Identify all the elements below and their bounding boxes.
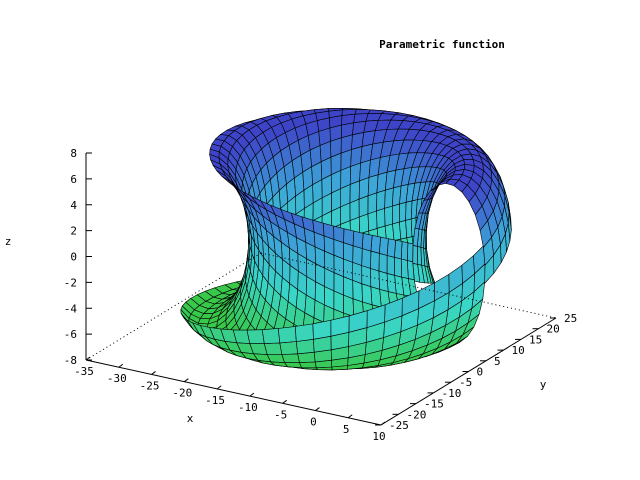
- x-tick-label: -25: [140, 379, 160, 392]
- surface-patch: [384, 205, 393, 227]
- surface-patch: [416, 246, 422, 266]
- y-tick-label: 10: [512, 344, 525, 357]
- x-tick-mark: [282, 399, 287, 404]
- y-axis-label: y: [540, 378, 547, 391]
- z-tick-label: 2: [70, 225, 77, 238]
- surface-patch: [394, 257, 403, 278]
- surface-patch: [358, 213, 370, 235]
- surface-patch: [376, 189, 386, 212]
- z-tick-label: -8: [64, 354, 77, 367]
- surface-patch: [358, 195, 369, 218]
- x-tick-label: -35: [74, 365, 94, 378]
- surface-patch: [370, 250, 380, 272]
- surface-patch: [361, 248, 372, 269]
- y-tick-label: 20: [547, 323, 560, 336]
- surface-patch: [391, 203, 400, 225]
- surface-patch: [370, 286, 382, 308]
- surface-patch: [361, 265, 372, 288]
- y-tick-label: -25: [389, 419, 409, 432]
- y-tick-label: 5: [494, 355, 501, 368]
- x-tick-mark: [118, 363, 124, 368]
- surface-patch: [295, 338, 315, 355]
- z-tick-label: 6: [70, 173, 77, 186]
- x-tick-mark: [216, 385, 222, 390]
- surface-patch: [406, 242, 414, 263]
- surface-patch: [263, 342, 283, 355]
- surface-patch: [279, 341, 299, 355]
- x-tick-mark: [380, 421, 386, 426]
- y-tick-label: -20: [407, 408, 427, 421]
- x-tick-label: -15: [205, 394, 225, 407]
- z-tick-label: -6: [64, 328, 77, 341]
- surface-patch: [261, 328, 281, 344]
- y-tick-label: -5: [459, 376, 472, 389]
- surface-patch: [376, 207, 386, 229]
- z-tick-label: 8: [70, 147, 77, 160]
- surface-patch: [281, 353, 300, 363]
- z-tick-label: 0: [70, 251, 77, 264]
- x-axis-label: x: [187, 412, 194, 425]
- surface-patch: [246, 329, 265, 344]
- x-tick-label: -5: [274, 408, 287, 421]
- x-tick-mark: [315, 407, 320, 411]
- x-axis-line: [85, 359, 382, 426]
- surface-patch: [367, 192, 378, 215]
- y-tick-label: 0: [477, 366, 484, 379]
- surface-patch: [370, 234, 381, 254]
- surface-patch: [277, 326, 297, 344]
- surface-patch: [312, 319, 332, 340]
- surface-patch: [386, 255, 395, 276]
- surface-patch: [412, 245, 418, 265]
- surface-patch: [294, 323, 314, 342]
- surface-patch: [400, 258, 409, 279]
- surface-patch: [361, 283, 373, 306]
- chart-title: Parametric function: [379, 38, 505, 51]
- x-tick-label: 5: [343, 423, 350, 436]
- z-tick-label: -4: [64, 302, 78, 315]
- x-tick-label: -30: [107, 372, 127, 385]
- surface-patch: [333, 225, 345, 244]
- y-tick-label: 15: [529, 333, 542, 346]
- x-tick-label: -20: [172, 387, 192, 400]
- surface-patch: [399, 201, 407, 223]
- surface-patch: [378, 253, 388, 274]
- tick-labels: -8-6-4-202468-35-30-25-20-15-10-50510-25…: [64, 147, 578, 443]
- z-tick-label: -2: [64, 276, 77, 289]
- y-tick-label: -15: [424, 398, 444, 411]
- y-tick-label: 25: [564, 312, 577, 325]
- z-axis-label: z: [5, 235, 12, 248]
- x-tick-label: -10: [238, 401, 258, 414]
- surface-patch: [352, 279, 363, 303]
- surface-patch: [386, 273, 397, 294]
- x-tick-mark: [249, 392, 255, 397]
- x-tick-mark: [151, 371, 156, 375]
- x-tick-mark: [184, 378, 189, 383]
- y-tick-label: -10: [442, 387, 462, 400]
- surface-patch: [330, 315, 350, 337]
- surface-patch: [352, 230, 364, 249]
- x-tick-label: 10: [372, 430, 385, 443]
- parametric-surface: [180, 107, 512, 371]
- surface-patch: [378, 270, 389, 292]
- surface-patch: [343, 228, 355, 247]
- surface-patch: [361, 232, 373, 252]
- z-tick-label: 4: [70, 199, 77, 212]
- x-tick-mark: [347, 414, 353, 419]
- surface-patch: [367, 210, 378, 232]
- x-tick-label: 0: [310, 416, 317, 429]
- x-tick-mark: [85, 356, 91, 361]
